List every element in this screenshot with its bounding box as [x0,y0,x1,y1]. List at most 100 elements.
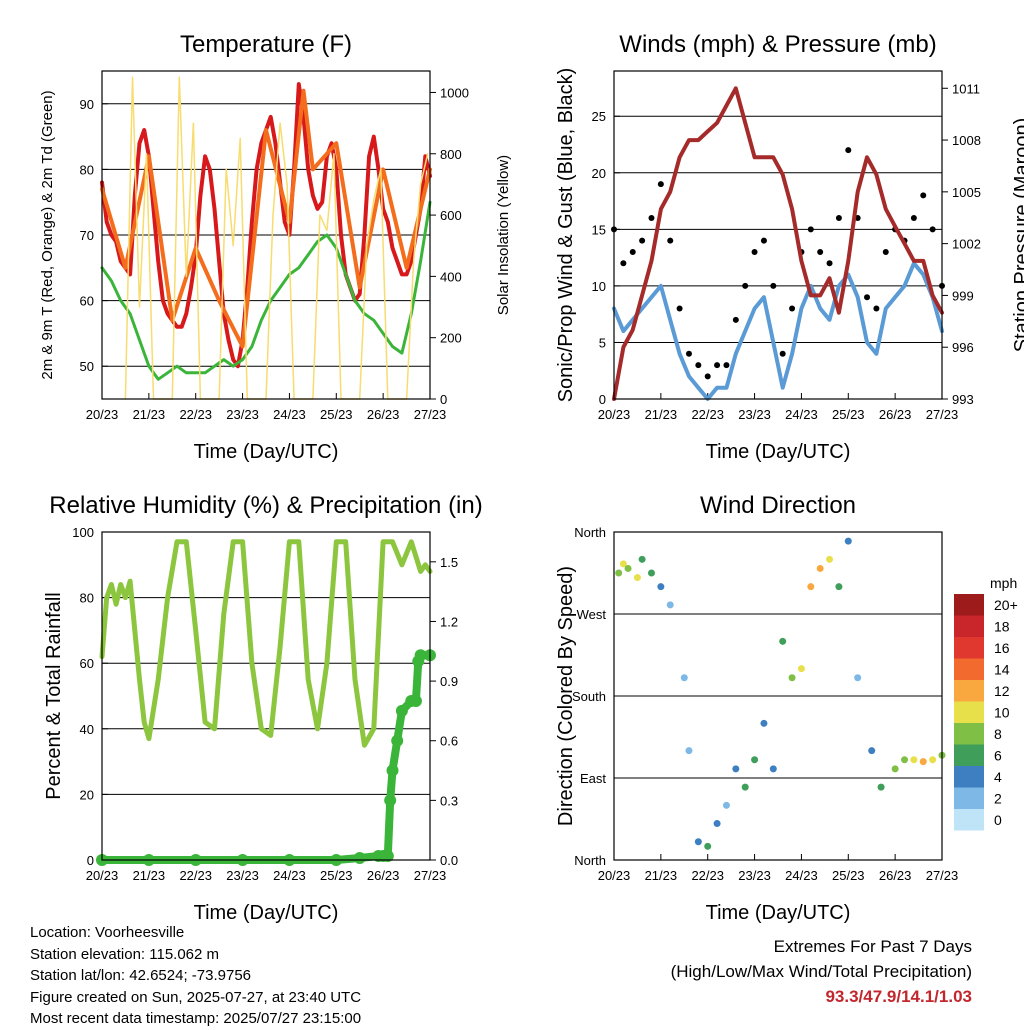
y-axis-label: 2m & 9m T (Red, Orange) & 2m Td (Green) [39,90,56,379]
direction-point [657,583,665,591]
series-wind [612,261,944,401]
x-axis-label: Time (Day/UTC) [194,441,339,463]
gust-point [685,350,692,357]
gust-point [826,260,833,267]
gust-point [704,373,711,380]
gust-point [864,294,871,301]
y-right-tick-label: 400 [440,269,462,284]
panel-title: Wind Direction [700,492,856,519]
gust-point [742,282,749,289]
y-right-tick-label: 800 [440,147,462,162]
x-tick-label: 27/23 [414,868,447,883]
direction-point [901,756,909,764]
direction-point [732,765,740,773]
x-tick-label: 25/23 [320,407,353,422]
plot-frame [101,531,431,861]
station-location: Location: Voorheesville [30,924,185,941]
y-axis-label: Sonic/Prop Wind & Gust (Blue, Black) [555,68,577,403]
precip-point [391,734,404,747]
x-tick-label: 22/23 [691,868,724,883]
extremes-values: 93.3/47.9/14.1/1.03 [825,987,972,1006]
extremes-box: Extremes For Past 7 Days (High/Low/Max W… [671,934,972,1009]
x-tick-label: 20/23 [598,407,631,422]
direction-point [826,555,834,563]
y-right-axis-label: Station Pressure (Maroon) [1011,118,1024,353]
x-tick-label: 25/23 [832,407,865,422]
x-tick-label: 24/23 [273,407,306,422]
y-tick-label: 70 [80,228,94,243]
y-tick-label: West [577,607,607,622]
direction-point [877,783,885,791]
legend-swatch [954,594,984,616]
gust-point [817,248,824,255]
direction-point [835,583,843,591]
legend-label: 0 [994,812,1002,828]
direction-point [666,601,674,609]
panel-title: Temperature (F) [180,31,352,58]
series-solar-insolation [124,76,429,400]
direction-point [713,820,721,828]
y-axis-label: Percent & Total Rainfall [43,592,65,800]
direction-point [685,747,693,755]
x-tick-label: 21/23 [645,868,678,883]
y-right-tick-label: 200 [440,331,462,346]
gust-point [835,215,842,222]
legend-label: 18 [994,618,1010,634]
y-tick-label: 20 [592,166,606,181]
x-axis-label: Time (Day/UTC) [706,441,851,463]
legend-swatch [954,766,984,788]
legend-swatch [954,744,984,766]
gust-point [723,362,730,369]
y-right-tick-label: 996 [952,340,974,355]
y-tick-label: 5 [599,335,606,350]
y-axis-label: Direction (Colored By Speed) [555,566,577,826]
legend-swatch [954,723,984,745]
x-tick-label: 24/23 [785,868,818,883]
direction-point [779,637,787,645]
y-right-tick-label: 0.3 [440,793,458,808]
legend-swatch [954,637,984,659]
gust-point [657,181,664,188]
gust-point [714,362,721,369]
y-tick-label: 80 [80,162,94,177]
x-tick-label: 21/23 [133,868,166,883]
y-right-tick-label: 0.0 [440,853,458,868]
precip-point [384,794,397,807]
x-tick-label: 26/23 [367,407,400,422]
gust-point [620,260,627,267]
y-tick-label: 20 [80,787,94,802]
y-right-axis-label: Solar Insolation (Yellow) [495,155,512,315]
direction-point [704,842,712,850]
gust-point [789,305,796,312]
direction-point [694,838,702,846]
precip-point [386,764,399,777]
x-tick-label: 20/23 [598,868,631,883]
series-2m-td [100,200,432,381]
x-tick-label: 25/23 [320,868,353,883]
legend-swatch [954,809,984,831]
x-tick-label: 20/23 [86,407,119,422]
x-tick-label: 20/23 [86,868,119,883]
legend-label: 2 [994,790,1002,806]
precip-point [381,850,394,863]
panel-title: Winds (mph) & Pressure (mb) [619,31,936,58]
y-tick-label: 60 [80,294,94,309]
direction-point [638,555,646,563]
panel-title: Relative Humidity (%) & Precipitation (i… [49,492,482,519]
x-tick-label: 26/23 [879,407,912,422]
direction-point [680,674,688,682]
legend-label: 4 [994,769,1002,785]
direction-point [891,765,899,773]
y-tick-label: 0 [599,392,606,407]
station-latlon: Station lat/lon: 42.6524; -73.9756 [30,967,252,984]
y-right-tick-label: 993 [952,392,974,407]
series-9m-t [100,88,432,349]
y-right-tick-label: 1002 [952,237,981,252]
y-right-tick-label: 1.5 [440,555,458,570]
legend-label: 6 [994,747,1002,763]
plot-frame [613,70,943,400]
direction-point [910,756,918,764]
gust-point [882,248,889,255]
figure-created: Figure created on Sun, 2025-07-27, at 23… [30,988,362,1006]
